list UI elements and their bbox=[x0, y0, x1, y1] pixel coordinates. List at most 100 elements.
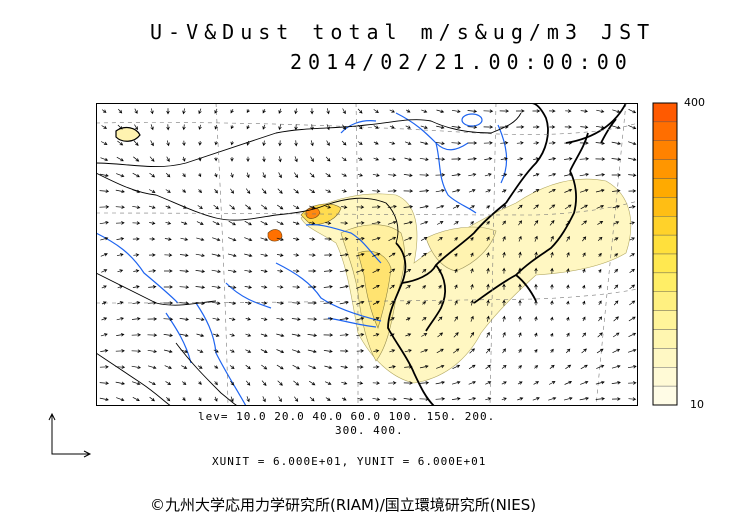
wind-arrow bbox=[132, 396, 140, 402]
wind-arrow bbox=[548, 188, 556, 193]
wind-arrow bbox=[580, 364, 588, 370]
wind-arrow bbox=[454, 284, 458, 290]
wind-arrow bbox=[356, 221, 365, 225]
wind-arrow bbox=[134, 108, 138, 114]
colorbar-segment bbox=[652, 121, 678, 141]
copyright-notice: ©九州大学応用力学研究所(RIAM)/国立環境研究所(NIES) bbox=[150, 496, 537, 514]
wind-arrow bbox=[148, 381, 156, 386]
wind-arrow bbox=[628, 157, 637, 162]
wind-arrow bbox=[294, 396, 299, 402]
wind-arrow bbox=[115, 221, 125, 225]
wind-arrow bbox=[372, 284, 380, 290]
wind-arrow bbox=[419, 173, 430, 177]
wind-arrow bbox=[566, 300, 570, 305]
wind-arrow bbox=[198, 173, 202, 178]
wind-arrow bbox=[534, 251, 538, 258]
wind-arrow bbox=[325, 221, 332, 225]
wind-arrow bbox=[516, 125, 525, 129]
wind-arrow bbox=[501, 381, 507, 385]
wind-arrow bbox=[131, 349, 142, 353]
wind-arrow bbox=[99, 205, 110, 209]
wind-arrow bbox=[230, 157, 234, 162]
map-frame bbox=[96, 103, 638, 406]
wind-arrow bbox=[309, 172, 315, 178]
wind-arrow bbox=[341, 381, 348, 385]
wind-arrow bbox=[595, 157, 606, 161]
wind-arrow bbox=[566, 268, 570, 274]
wind-arrow bbox=[357, 381, 364, 385]
title-timestamp: 2014/02/21.00:00:00 bbox=[290, 50, 633, 74]
wind-arrow bbox=[549, 204, 556, 210]
wind-arrow bbox=[421, 252, 427, 257]
wind-arrow bbox=[100, 236, 109, 241]
wind-arrow bbox=[166, 156, 170, 162]
wind-arrow bbox=[582, 316, 586, 322]
colorbar-segment bbox=[652, 140, 678, 160]
wind-arrow bbox=[371, 205, 381, 209]
wind-arrow bbox=[387, 204, 397, 209]
axis-arrows-icon bbox=[48, 412, 92, 458]
wind-arrow bbox=[485, 397, 492, 401]
wind-arrow bbox=[276, 237, 284, 241]
wind-arrow bbox=[262, 109, 266, 114]
wind-arrow bbox=[486, 220, 490, 225]
wind-arrow bbox=[117, 269, 124, 273]
wind-arrow bbox=[309, 380, 316, 386]
wind-arrow bbox=[613, 221, 620, 225]
wind-arrow bbox=[502, 348, 506, 354]
wind-arrow bbox=[389, 284, 395, 290]
wind-arrow bbox=[628, 332, 637, 338]
wind-arrow bbox=[339, 316, 349, 321]
wind-arrow bbox=[182, 140, 186, 147]
wind-arrow bbox=[198, 381, 202, 385]
wind-arrow bbox=[501, 189, 507, 193]
wind-arrow bbox=[229, 317, 236, 321]
wind-arrow bbox=[550, 300, 554, 306]
wind-arrow bbox=[166, 140, 170, 147]
wind-arrow bbox=[579, 141, 589, 145]
wind-arrow bbox=[612, 109, 621, 114]
wind-arrow bbox=[419, 397, 430, 401]
wind-arrow bbox=[292, 221, 300, 225]
wind-arrow bbox=[373, 365, 380, 369]
wind-arrow bbox=[579, 188, 589, 193]
wind-arrow bbox=[468, 189, 476, 193]
wind-arrow bbox=[117, 140, 124, 146]
colorbar-segment bbox=[652, 102, 678, 123]
wind-arrow bbox=[166, 108, 170, 115]
wind-arrow bbox=[611, 125, 621, 130]
wind-arrow bbox=[486, 205, 491, 209]
wind-arrow bbox=[533, 189, 540, 193]
colorbar-segment bbox=[652, 367, 678, 387]
wind-arrow bbox=[198, 189, 203, 194]
wind-arrow bbox=[405, 269, 412, 273]
wind-arrow bbox=[323, 269, 333, 273]
wind-arrow bbox=[293, 253, 300, 257]
wind-arrow bbox=[197, 205, 203, 210]
wind-arrow bbox=[595, 188, 605, 193]
wind-arrow bbox=[326, 140, 330, 147]
colorbar-segment bbox=[652, 253, 678, 274]
wind-arrow bbox=[341, 205, 348, 209]
wind-arrow bbox=[212, 221, 220, 226]
wind-arrow bbox=[147, 333, 158, 337]
wind-arrow bbox=[502, 236, 506, 242]
wind-arrow bbox=[246, 125, 250, 130]
wind-arrow bbox=[196, 333, 205, 337]
wind-arrow bbox=[339, 333, 349, 337]
wind-arrow bbox=[198, 157, 202, 162]
dust-map bbox=[96, 103, 638, 406]
wind-arrow bbox=[518, 267, 522, 274]
wind-arrow bbox=[260, 204, 268, 210]
wind-arrow bbox=[261, 285, 268, 289]
wind-arrow bbox=[435, 173, 446, 177]
wind-arrow bbox=[179, 301, 190, 305]
wind-arrow bbox=[420, 220, 429, 225]
wind-arrow bbox=[181, 205, 187, 209]
wind-arrow bbox=[149, 237, 156, 241]
wind-arrow bbox=[419, 157, 429, 162]
wind-arrow bbox=[357, 157, 363, 161]
wind-arrow bbox=[132, 285, 140, 289]
wind-arrow bbox=[387, 397, 397, 401]
wind-arrow bbox=[324, 365, 333, 370]
